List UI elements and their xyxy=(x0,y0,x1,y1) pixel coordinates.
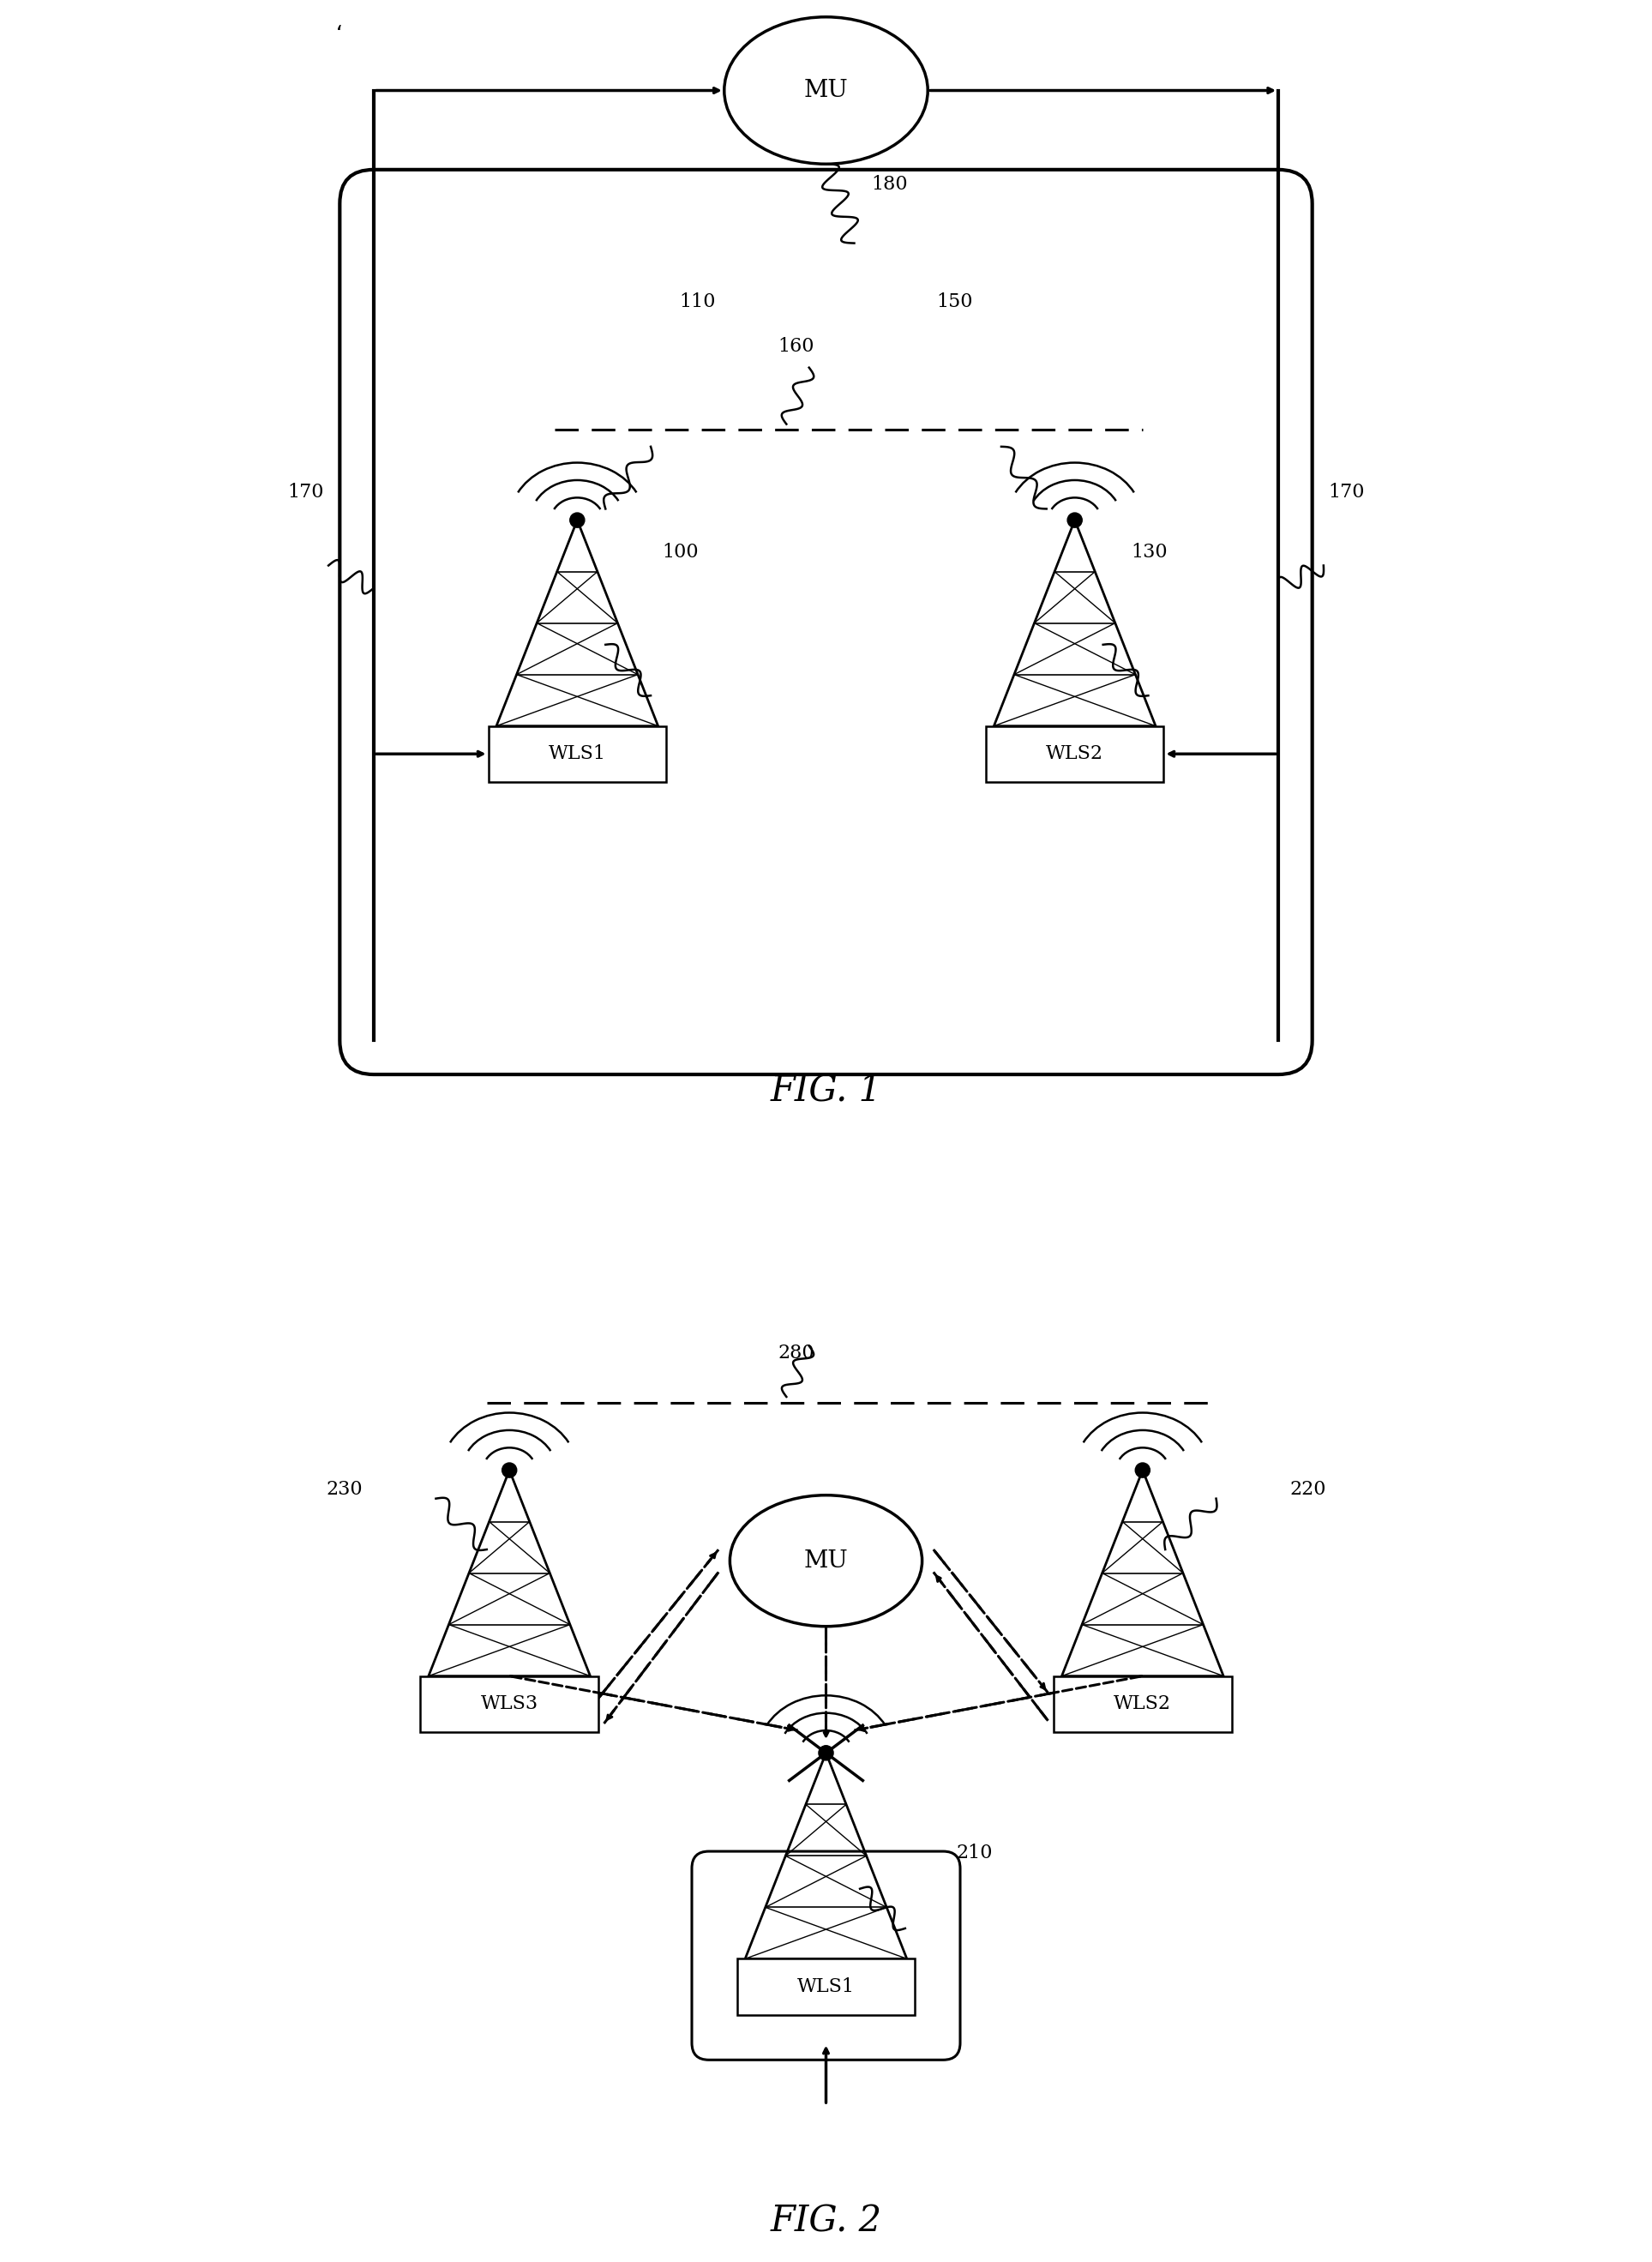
Text: 230: 230 xyxy=(325,1479,362,1497)
Text: 210: 210 xyxy=(957,1844,993,1862)
Circle shape xyxy=(819,1746,833,1760)
Text: 160: 160 xyxy=(778,337,814,355)
FancyBboxPatch shape xyxy=(1054,1676,1231,1733)
Text: 170: 170 xyxy=(1328,482,1365,502)
Text: MU: MU xyxy=(805,1549,847,1572)
Text: 180: 180 xyxy=(871,174,907,195)
Text: 170: 170 xyxy=(287,482,324,502)
Ellipse shape xyxy=(730,1495,922,1626)
Text: FIG. 2: FIG. 2 xyxy=(770,2203,882,2239)
Text: 280: 280 xyxy=(778,1344,814,1362)
Text: WLS2: WLS2 xyxy=(1113,1694,1171,1712)
Circle shape xyxy=(502,1464,517,1477)
Text: WLS1: WLS1 xyxy=(798,1977,854,1995)
Circle shape xyxy=(1135,1464,1150,1477)
FancyBboxPatch shape xyxy=(737,1959,915,2015)
Text: FIG. 1: FIG. 1 xyxy=(770,1072,882,1108)
Text: MU: MU xyxy=(805,79,847,102)
Text: WLS1: WLS1 xyxy=(548,744,606,762)
FancyBboxPatch shape xyxy=(421,1676,598,1733)
Circle shape xyxy=(1067,513,1082,527)
Ellipse shape xyxy=(724,16,928,165)
Circle shape xyxy=(570,513,585,527)
Text: 130: 130 xyxy=(1132,543,1168,561)
FancyBboxPatch shape xyxy=(986,726,1163,783)
Text: WLS3: WLS3 xyxy=(481,1694,539,1712)
Text: 150: 150 xyxy=(937,292,973,310)
Text: 220: 220 xyxy=(1290,1479,1327,1497)
Text: ‘: ‘ xyxy=(337,23,344,45)
FancyBboxPatch shape xyxy=(489,726,666,783)
Text: 110: 110 xyxy=(679,292,715,310)
Text: 100: 100 xyxy=(662,543,699,561)
Text: WLS2: WLS2 xyxy=(1046,744,1104,762)
